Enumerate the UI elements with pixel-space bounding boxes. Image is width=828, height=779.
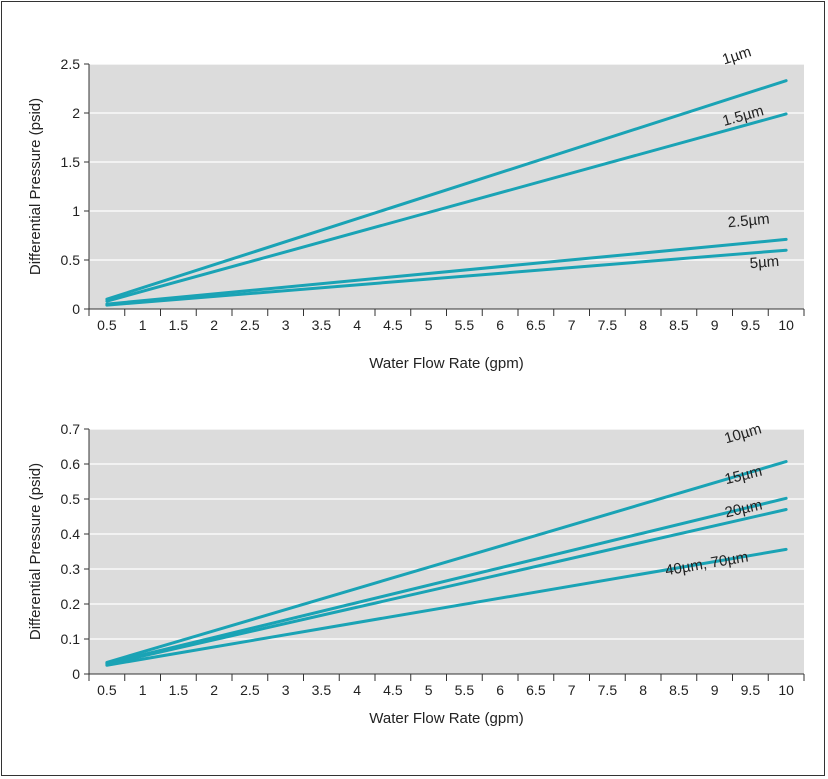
- x-tick-label: 6: [496, 682, 504, 698]
- x-tick-label: 9.5: [741, 317, 761, 333]
- x-tick-label: 9.5: [741, 682, 761, 698]
- chart-2: 0 0.1 0.2 0.3 0.4 0.5 0.6 0.7 0.5 1 1.5 2 2.5 3 3.5 4 4.…: [27, 420, 805, 727]
- series-line: [105, 460, 788, 664]
- y-tick-label: 0.5: [61, 252, 81, 268]
- x-tick-label: 7.5: [598, 682, 618, 698]
- y-tick-label: 2.5: [61, 56, 81, 72]
- x-axis-title: Water Flow Rate (gpm): [369, 710, 523, 727]
- series-label: 5µm: [749, 253, 780, 272]
- x-tick-label: 3.5: [312, 317, 332, 333]
- y-tick-label: 0.3: [61, 561, 81, 577]
- x-tick-label: 6.5: [526, 317, 546, 333]
- x-tick-label: 1: [139, 682, 147, 698]
- x-tick-label: 0.5: [97, 682, 117, 698]
- x-tick-label: 2.5: [240, 682, 260, 698]
- y-tick-label: 1: [72, 203, 80, 219]
- x-tick-label: 9: [711, 317, 719, 333]
- series-line: [105, 112, 788, 303]
- x-tick-label: 4.5: [383, 317, 403, 333]
- x-tick-label: 3.5: [312, 682, 332, 698]
- x-tick-label: 7: [568, 682, 576, 698]
- y-tick-label: 1.5: [61, 154, 81, 170]
- y-axis-title: Differential Pressure (psid): [27, 98, 44, 275]
- y-tick-label: 0.6: [61, 456, 81, 472]
- x-tick-label: 8: [639, 317, 647, 333]
- x-tick-label: 5.5: [455, 682, 475, 698]
- y-tick-label: 0.7: [61, 421, 81, 437]
- series-line: [105, 248, 788, 307]
- y-tick-label: 0.2: [61, 596, 81, 612]
- x-tick-label: 6.5: [526, 682, 546, 698]
- x-tick-label: 8: [639, 682, 647, 698]
- series-line: [105, 508, 788, 666]
- y-tick-label: 0: [72, 666, 80, 682]
- x-tick-label: 5.5: [455, 317, 475, 333]
- y-tick-label: 2: [72, 105, 80, 121]
- x-tick-label: 6: [496, 317, 504, 333]
- y-tick-label: 0.4: [61, 526, 81, 542]
- series-line: [105, 496, 788, 665]
- series-line: [105, 547, 788, 667]
- y-axis-title: Differential Pressure (psid): [27, 463, 44, 640]
- chart-1: 0 0.5 1 1.5 2 2.5 0.5 1 1.5 2 2.5 3 3.5 4 4.5 5 5.5 6 6.5 7…: [27, 43, 805, 372]
- x-tick-label: 7.5: [598, 317, 618, 333]
- series-line: [105, 79, 788, 301]
- y-tick-label: 0: [72, 301, 80, 317]
- x-tick-label: 0.5: [97, 317, 117, 333]
- x-tick-label: 2: [210, 317, 218, 333]
- x-tick-label: 1: [139, 317, 147, 333]
- x-tick-label: 7: [568, 317, 576, 333]
- x-tick-label: 8.5: [669, 317, 689, 333]
- x-tick-label: 2.5: [240, 317, 260, 333]
- x-tick-label: 3: [282, 317, 290, 333]
- x-tick-label: 2: [210, 682, 218, 698]
- x-tick-label: 4: [353, 317, 361, 333]
- x-tick-label: 9: [711, 682, 719, 698]
- x-tick-label: 1.5: [169, 682, 189, 698]
- series-label: 2.5µm: [727, 210, 770, 231]
- x-tick-label: 5: [425, 682, 433, 698]
- x-tick-label: 8.5: [669, 682, 689, 698]
- x-axis-title: Water Flow Rate (gpm): [369, 355, 523, 372]
- series-line: [105, 237, 788, 306]
- y-tick-label: 0.5: [61, 491, 81, 507]
- x-tick-label: 1.5: [169, 317, 189, 333]
- x-tick-label: 4.5: [383, 682, 403, 698]
- x-tick-label: 10: [778, 317, 794, 333]
- x-tick-label: 3: [282, 682, 290, 698]
- x-tick-label: 10: [778, 682, 794, 698]
- x-tick-label: 4: [353, 682, 361, 698]
- y-tick-label: 0.1: [61, 631, 81, 647]
- x-tick-label: 5: [425, 317, 433, 333]
